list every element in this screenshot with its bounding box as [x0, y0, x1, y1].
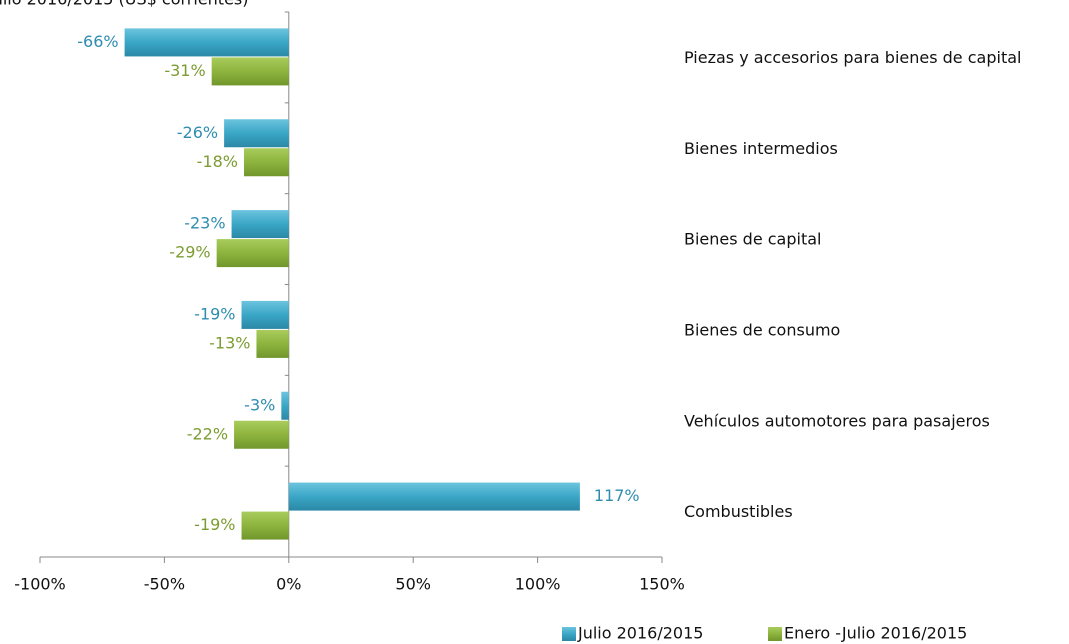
bar — [224, 119, 289, 148]
category-label: Bienes de capital — [684, 230, 821, 249]
value-label: 117% — [594, 486, 640, 505]
category-label: Bienes intermedios — [684, 139, 838, 158]
x-tick-label: -50% — [144, 575, 185, 594]
legend-swatch — [768, 627, 782, 641]
value-label: -18% — [197, 152, 238, 171]
value-label: -23% — [184, 214, 225, 233]
x-tick-label: 100% — [515, 575, 561, 594]
bar — [124, 28, 289, 57]
category-label: Bienes de consumo — [684, 320, 840, 339]
bar — [211, 57, 289, 86]
bar — [216, 239, 289, 268]
value-label: -26% — [177, 123, 218, 142]
value-label: -66% — [77, 32, 118, 51]
value-label: -3% — [244, 395, 275, 414]
value-label: -19% — [194, 304, 235, 323]
x-tick-label: 50% — [395, 575, 431, 594]
x-tick-label: -100% — [14, 575, 66, 594]
bar — [241, 511, 289, 540]
bar — [231, 210, 289, 239]
value-label: -22% — [187, 424, 228, 443]
value-label: -13% — [209, 333, 250, 352]
chart-subtitle: Julio 2016/2015 (US$ corrientes) — [0, 0, 249, 9]
legend-swatch — [562, 627, 576, 641]
bar — [281, 391, 289, 420]
category-label: Piezas y accesorios para bienes de capit… — [684, 48, 1021, 67]
legend-label: Julio 2016/2015 — [577, 624, 703, 643]
x-tick-label: 150% — [639, 575, 685, 594]
bar — [256, 329, 289, 358]
bar — [234, 420, 289, 449]
category-label: Combustibles — [684, 502, 793, 521]
value-label: -29% — [169, 243, 210, 262]
bar — [244, 148, 289, 177]
legend-label: Enero -Julio 2016/2015 — [784, 624, 967, 643]
value-label: -19% — [194, 515, 235, 534]
bar — [288, 482, 580, 511]
bar — [241, 300, 289, 329]
x-tick-label: 0% — [276, 575, 301, 594]
category-label: Vehículos automotores para pasajeros — [684, 411, 990, 430]
value-label: -31% — [164, 61, 205, 80]
